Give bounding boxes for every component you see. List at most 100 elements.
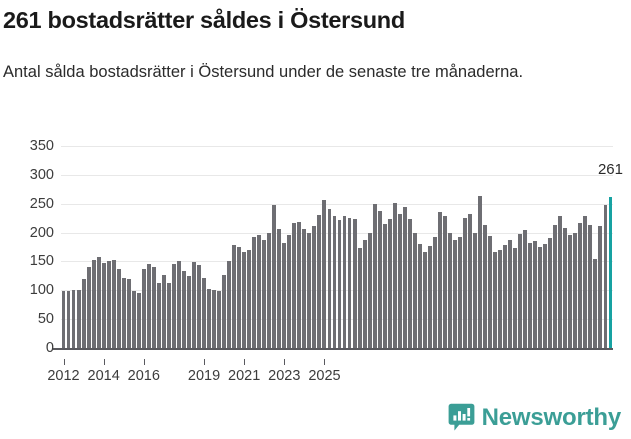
bar bbox=[126, 279, 131, 348]
bar-chart: 261 2012 2014 2016 2019 2021 2023 2025 0 50 100 1… bbox=[0, 135, 631, 395]
x-axis-tick bbox=[244, 359, 246, 365]
bar bbox=[277, 228, 282, 348]
bar bbox=[161, 274, 166, 348]
bar bbox=[397, 214, 402, 348]
bar bbox=[463, 218, 467, 348]
bar bbox=[187, 275, 191, 348]
bar bbox=[442, 215, 447, 348]
bar bbox=[141, 268, 146, 348]
bar bbox=[483, 225, 487, 348]
bar bbox=[146, 263, 151, 348]
bar bbox=[151, 267, 156, 348]
bar bbox=[362, 239, 367, 348]
bar bbox=[247, 249, 252, 348]
bar bbox=[417, 244, 422, 348]
bar bbox=[342, 215, 347, 348]
bar bbox=[422, 251, 427, 348]
bar bbox=[66, 290, 71, 348]
x-axis-label: 2023 bbox=[268, 368, 301, 384]
bar bbox=[212, 290, 216, 348]
bar bbox=[242, 251, 247, 348]
bar bbox=[192, 262, 196, 348]
x-axis-tick bbox=[324, 359, 326, 365]
x-axis-label: 2016 bbox=[127, 368, 160, 384]
bar bbox=[171, 263, 176, 348]
bar bbox=[81, 278, 86, 348]
bar bbox=[307, 232, 312, 348]
bar bbox=[493, 251, 498, 348]
x-axis-label: 2012 bbox=[47, 368, 80, 384]
bar bbox=[553, 224, 558, 348]
bar bbox=[352, 219, 357, 348]
y-axis-label: 200 bbox=[29, 224, 54, 241]
footer: Newsworthy bbox=[0, 400, 631, 439]
bar bbox=[588, 224, 593, 348]
bar bbox=[508, 240, 513, 348]
bar bbox=[457, 236, 462, 348]
y-axis-label: 50 bbox=[37, 311, 54, 328]
bar bbox=[282, 242, 287, 348]
x-axis-label: 2025 bbox=[308, 368, 341, 384]
bar bbox=[197, 264, 201, 348]
x-axis-tick bbox=[143, 359, 145, 365]
bar bbox=[598, 226, 603, 348]
y-axis-label: 100 bbox=[29, 282, 54, 299]
y-axis-label: 150 bbox=[29, 253, 54, 270]
bar bbox=[558, 215, 563, 348]
bar bbox=[257, 234, 262, 348]
bar bbox=[312, 226, 317, 348]
gridline bbox=[61, 261, 613, 263]
bar bbox=[86, 267, 91, 348]
bar bbox=[367, 232, 372, 348]
x-axis-label: 2021 bbox=[228, 368, 261, 384]
bar bbox=[503, 245, 508, 348]
bar bbox=[317, 215, 322, 348]
bar bbox=[473, 232, 477, 348]
bar bbox=[337, 220, 342, 348]
bar bbox=[76, 290, 81, 348]
y-axis-label: 250 bbox=[29, 195, 54, 212]
bar bbox=[372, 204, 377, 348]
bar bbox=[518, 233, 523, 348]
bar bbox=[432, 236, 437, 348]
bar bbox=[568, 234, 573, 348]
bar bbox=[227, 261, 232, 348]
gridline bbox=[61, 290, 613, 292]
bar bbox=[392, 203, 397, 348]
bar bbox=[111, 259, 116, 348]
bar bbox=[578, 223, 583, 348]
y-axis-label: 350 bbox=[29, 138, 54, 154]
bar bbox=[488, 236, 492, 348]
bar bbox=[548, 237, 553, 348]
bar bbox=[91, 260, 96, 348]
bar bbox=[166, 282, 171, 348]
bar bbox=[297, 221, 302, 348]
bar bbox=[96, 257, 101, 348]
bar bbox=[181, 271, 186, 348]
gridline bbox=[61, 232, 613, 234]
bar bbox=[563, 227, 568, 348]
bar bbox=[287, 234, 292, 348]
y-axis-label: 300 bbox=[29, 166, 54, 183]
bar-highlighted bbox=[608, 197, 613, 348]
bar bbox=[262, 240, 267, 348]
bar bbox=[327, 208, 332, 348]
bar bbox=[478, 195, 482, 348]
bar bbox=[498, 249, 503, 348]
bar bbox=[603, 205, 608, 348]
x-axis-tick bbox=[103, 359, 105, 365]
page-subtitle: Antal sålda bostadsrätter i Östersund un… bbox=[3, 63, 524, 81]
bar bbox=[61, 291, 66, 348]
bar bbox=[121, 278, 126, 348]
bar bbox=[513, 247, 518, 348]
x-axis-label: 2014 bbox=[87, 368, 120, 384]
newsworthy-logo[interactable]: Newsworthy bbox=[448, 403, 621, 432]
x-axis-tick bbox=[204, 359, 206, 365]
bar bbox=[528, 242, 533, 348]
bar bbox=[302, 229, 307, 348]
bar bbox=[106, 261, 111, 348]
bar-chart-speech-bubble-icon bbox=[448, 403, 475, 431]
bar bbox=[593, 258, 598, 348]
bar bbox=[237, 247, 242, 348]
